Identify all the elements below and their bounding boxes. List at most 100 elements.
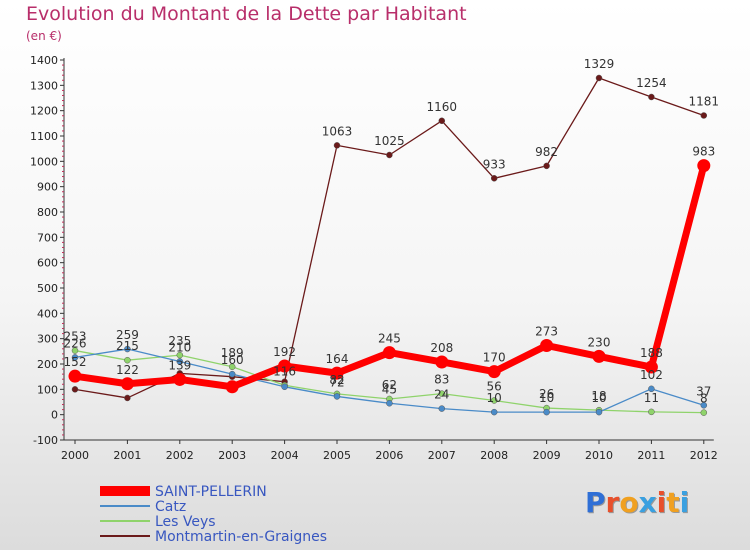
x-tick-label: 2004 bbox=[271, 449, 299, 462]
x-tick-label: 2006 bbox=[375, 449, 403, 462]
x-tick-label: 2002 bbox=[166, 449, 194, 462]
y-tick-label: 1000 bbox=[30, 155, 58, 168]
data-label-catz: 160 bbox=[221, 353, 244, 367]
data-label-saint-pellerin: 273 bbox=[535, 325, 558, 339]
data-point-montmartin-en-graignes bbox=[124, 394, 131, 402]
data-point-montmartin-en-graignes bbox=[700, 112, 708, 119]
data-point-catz bbox=[595, 408, 603, 416]
data-label-les-veys: 62 bbox=[382, 378, 397, 392]
data-point-les-veys bbox=[700, 409, 708, 416]
x-tick-label: 2001 bbox=[113, 449, 141, 462]
data-point-catz bbox=[700, 402, 708, 409]
data-point-catz bbox=[333, 393, 341, 400]
y-tick-label: 400 bbox=[37, 307, 58, 320]
legend-label-catz: Catz bbox=[155, 499, 187, 515]
data-point-les-veys bbox=[176, 351, 184, 359]
data-label-montmartin-en-graignes: 1160 bbox=[427, 100, 458, 114]
data-label-montmartin-en-graignes: 982 bbox=[535, 145, 558, 159]
data-point-saint-pellerin bbox=[487, 365, 501, 379]
data-label-les-veys: 26 bbox=[539, 387, 554, 401]
chart-series bbox=[68, 74, 711, 416]
data-label-saint-pellerin: 122 bbox=[116, 363, 139, 377]
data-label-montmartin-en-graignes: 1254 bbox=[636, 76, 667, 90]
y-tick-label: 900 bbox=[37, 181, 58, 194]
logo-letter: t bbox=[666, 486, 680, 519]
legend-swatch-les-veys bbox=[100, 519, 150, 522]
data-label-les-veys: 83 bbox=[434, 373, 449, 387]
data-label-saint-pellerin: 139 bbox=[168, 358, 191, 372]
data-label-catz: 72 bbox=[329, 375, 344, 389]
legend-swatch-saint-pellerin bbox=[100, 485, 150, 496]
data-point-catz bbox=[124, 345, 131, 353]
y-tick-label: 0 bbox=[51, 409, 58, 422]
data-point-saint-pellerin bbox=[278, 359, 292, 373]
data-label-les-veys: 18 bbox=[591, 389, 606, 403]
data-label-catz: 210 bbox=[168, 340, 191, 354]
legend-item-montmartin: Montmartin-en-Graignes bbox=[100, 528, 328, 545]
y-tick-label: 300 bbox=[37, 333, 58, 346]
data-point-catz bbox=[648, 385, 655, 393]
data-label-saint-pellerin: 208 bbox=[430, 341, 453, 355]
data-label-montmartin-en-graignes: 1181 bbox=[689, 94, 720, 108]
data-label-saint-pellerin: 170 bbox=[483, 351, 506, 365]
data-label-saint-pellerin: 188 bbox=[640, 346, 663, 360]
chart-axes: -100 0 100 200 300 400 500 600 700 800 900 1000 1100… bbox=[30, 54, 718, 462]
data-point-montmartin-en-graignes bbox=[490, 175, 498, 182]
data-point-montmartin-en-graignes bbox=[543, 162, 550, 170]
y-tick-label: 1100 bbox=[30, 130, 58, 143]
data-point-saint-pellerin bbox=[68, 369, 82, 383]
data-point-saint-pellerin bbox=[330, 366, 344, 380]
data-label-saint-pellerin: 230 bbox=[588, 335, 611, 349]
data-point-catz bbox=[281, 383, 288, 391]
data-point-saint-pellerin bbox=[435, 355, 449, 369]
data-label-catz: 10 bbox=[539, 391, 554, 405]
data-point-catz bbox=[438, 405, 446, 412]
legend-label-les-veys: Les Veys bbox=[155, 514, 216, 530]
data-label-montmartin-en-graignes: 1329 bbox=[584, 57, 615, 71]
x-tick-label: 2005 bbox=[323, 449, 351, 462]
data-point-saint-pellerin bbox=[120, 377, 134, 391]
data-point-les-veys bbox=[438, 390, 446, 397]
data-point-montmartin-en-graignes bbox=[438, 117, 446, 125]
data-point-saint-pellerin bbox=[540, 339, 554, 353]
legend-swatch-catz bbox=[100, 504, 150, 507]
logo-letter: i bbox=[679, 486, 690, 519]
x-tick-label: 2009 bbox=[533, 449, 561, 462]
data-label-catz: 10 bbox=[591, 391, 606, 405]
logo-letter: x bbox=[638, 486, 657, 519]
chart-legend: SAINT-PELLERIN Catz Les Veys Montmartin-… bbox=[100, 483, 328, 545]
data-label-saint-pellerin: 245 bbox=[378, 332, 401, 346]
proxiti-logo: Proxiti bbox=[585, 486, 689, 519]
data-point-catz bbox=[71, 354, 79, 361]
y-tick-label: 1300 bbox=[30, 79, 58, 92]
data-point-catz bbox=[543, 408, 550, 416]
data-point-saint-pellerin bbox=[225, 380, 239, 394]
data-label-les-veys: 11 bbox=[644, 391, 659, 405]
data-point-saint-pellerin bbox=[644, 360, 658, 374]
y-tick-label: 1200 bbox=[30, 105, 58, 118]
data-point-catz bbox=[176, 358, 184, 365]
data-label-les-veys: 189 bbox=[221, 346, 244, 360]
data-point-catz bbox=[228, 370, 236, 378]
x-tick-label: 2003 bbox=[218, 449, 246, 462]
legend-swatch-montmartin bbox=[100, 534, 150, 537]
unit-label: (en €) bbox=[26, 29, 62, 43]
data-point-saint-pellerin bbox=[697, 159, 711, 173]
data-point-les-veys bbox=[228, 363, 236, 371]
chart-data-labels: 1063 1025 1160 933 982 1329 1254 1181 253 215 235 1… bbox=[64, 57, 720, 406]
data-label-les-veys: 56 bbox=[487, 379, 502, 393]
data-point-catz bbox=[386, 400, 393, 407]
data-point-catz bbox=[490, 408, 498, 416]
data-label-catz: 226 bbox=[64, 336, 87, 350]
x-tick-label: 2010 bbox=[585, 449, 613, 462]
legend-item-les-veys: Les Veys bbox=[100, 513, 327, 530]
legend-label-montmartin: Montmartin-en-Graignes bbox=[155, 529, 328, 545]
data-label-saint-pellerin: 152 bbox=[64, 355, 87, 369]
data-point-montmartin-en-graignes bbox=[71, 386, 79, 393]
logo-letter: r bbox=[605, 486, 620, 519]
y-tick-label: -100 bbox=[33, 434, 58, 447]
legend-item-saint-pellerin: SAINT-PELLERIN bbox=[100, 483, 327, 500]
data-label-catz: 10 bbox=[487, 391, 502, 405]
data-label-catz: 24 bbox=[434, 388, 449, 402]
data-label-catz: 102 bbox=[640, 368, 663, 382]
